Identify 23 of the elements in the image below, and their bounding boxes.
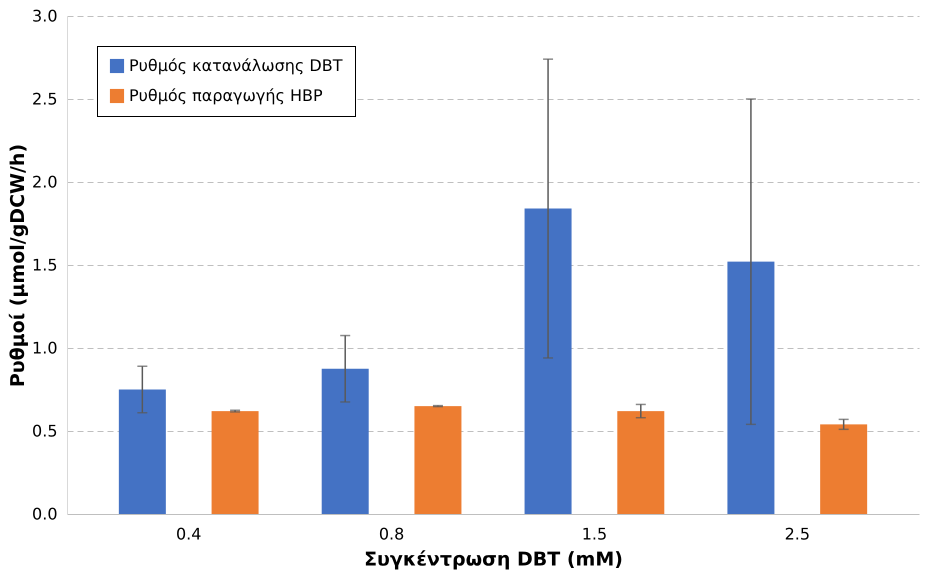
x-tick-label: 0.8 (378, 524, 404, 544)
legend-label: Ρυθμός κατανάλωσης DBT (129, 56, 343, 75)
y-tick-label: 0.0 (32, 504, 58, 524)
bar (212, 411, 259, 514)
y-axis-title: Ρυθμοί (μmol/gDCW/h) (7, 144, 30, 388)
bar (727, 262, 774, 514)
y-tick-label: 1.5 (32, 256, 58, 274)
bar (414, 406, 462, 514)
x-tick-label: 2.5 (784, 524, 810, 544)
y-tick-label: 2.5 (32, 90, 58, 108)
legend-label: Ρυθμός παραγωγής HBP (129, 86, 323, 105)
y-tick-label: 1.0 (32, 338, 58, 358)
bar (820, 424, 868, 514)
y-tick-label: 0.5 (32, 422, 58, 440)
x-tick-label: 0.4 (176, 524, 202, 544)
x-tick-label: 1.5 (582, 524, 608, 544)
bar (322, 368, 369, 514)
bar (118, 390, 166, 514)
x-axis-title: Συγκέντρωση DBT (mM) (364, 548, 623, 570)
bar (524, 208, 572, 514)
y-tick-label: 2.0 (32, 172, 58, 192)
bar (617, 411, 664, 514)
y-tick-label: 3.0 (32, 6, 58, 26)
